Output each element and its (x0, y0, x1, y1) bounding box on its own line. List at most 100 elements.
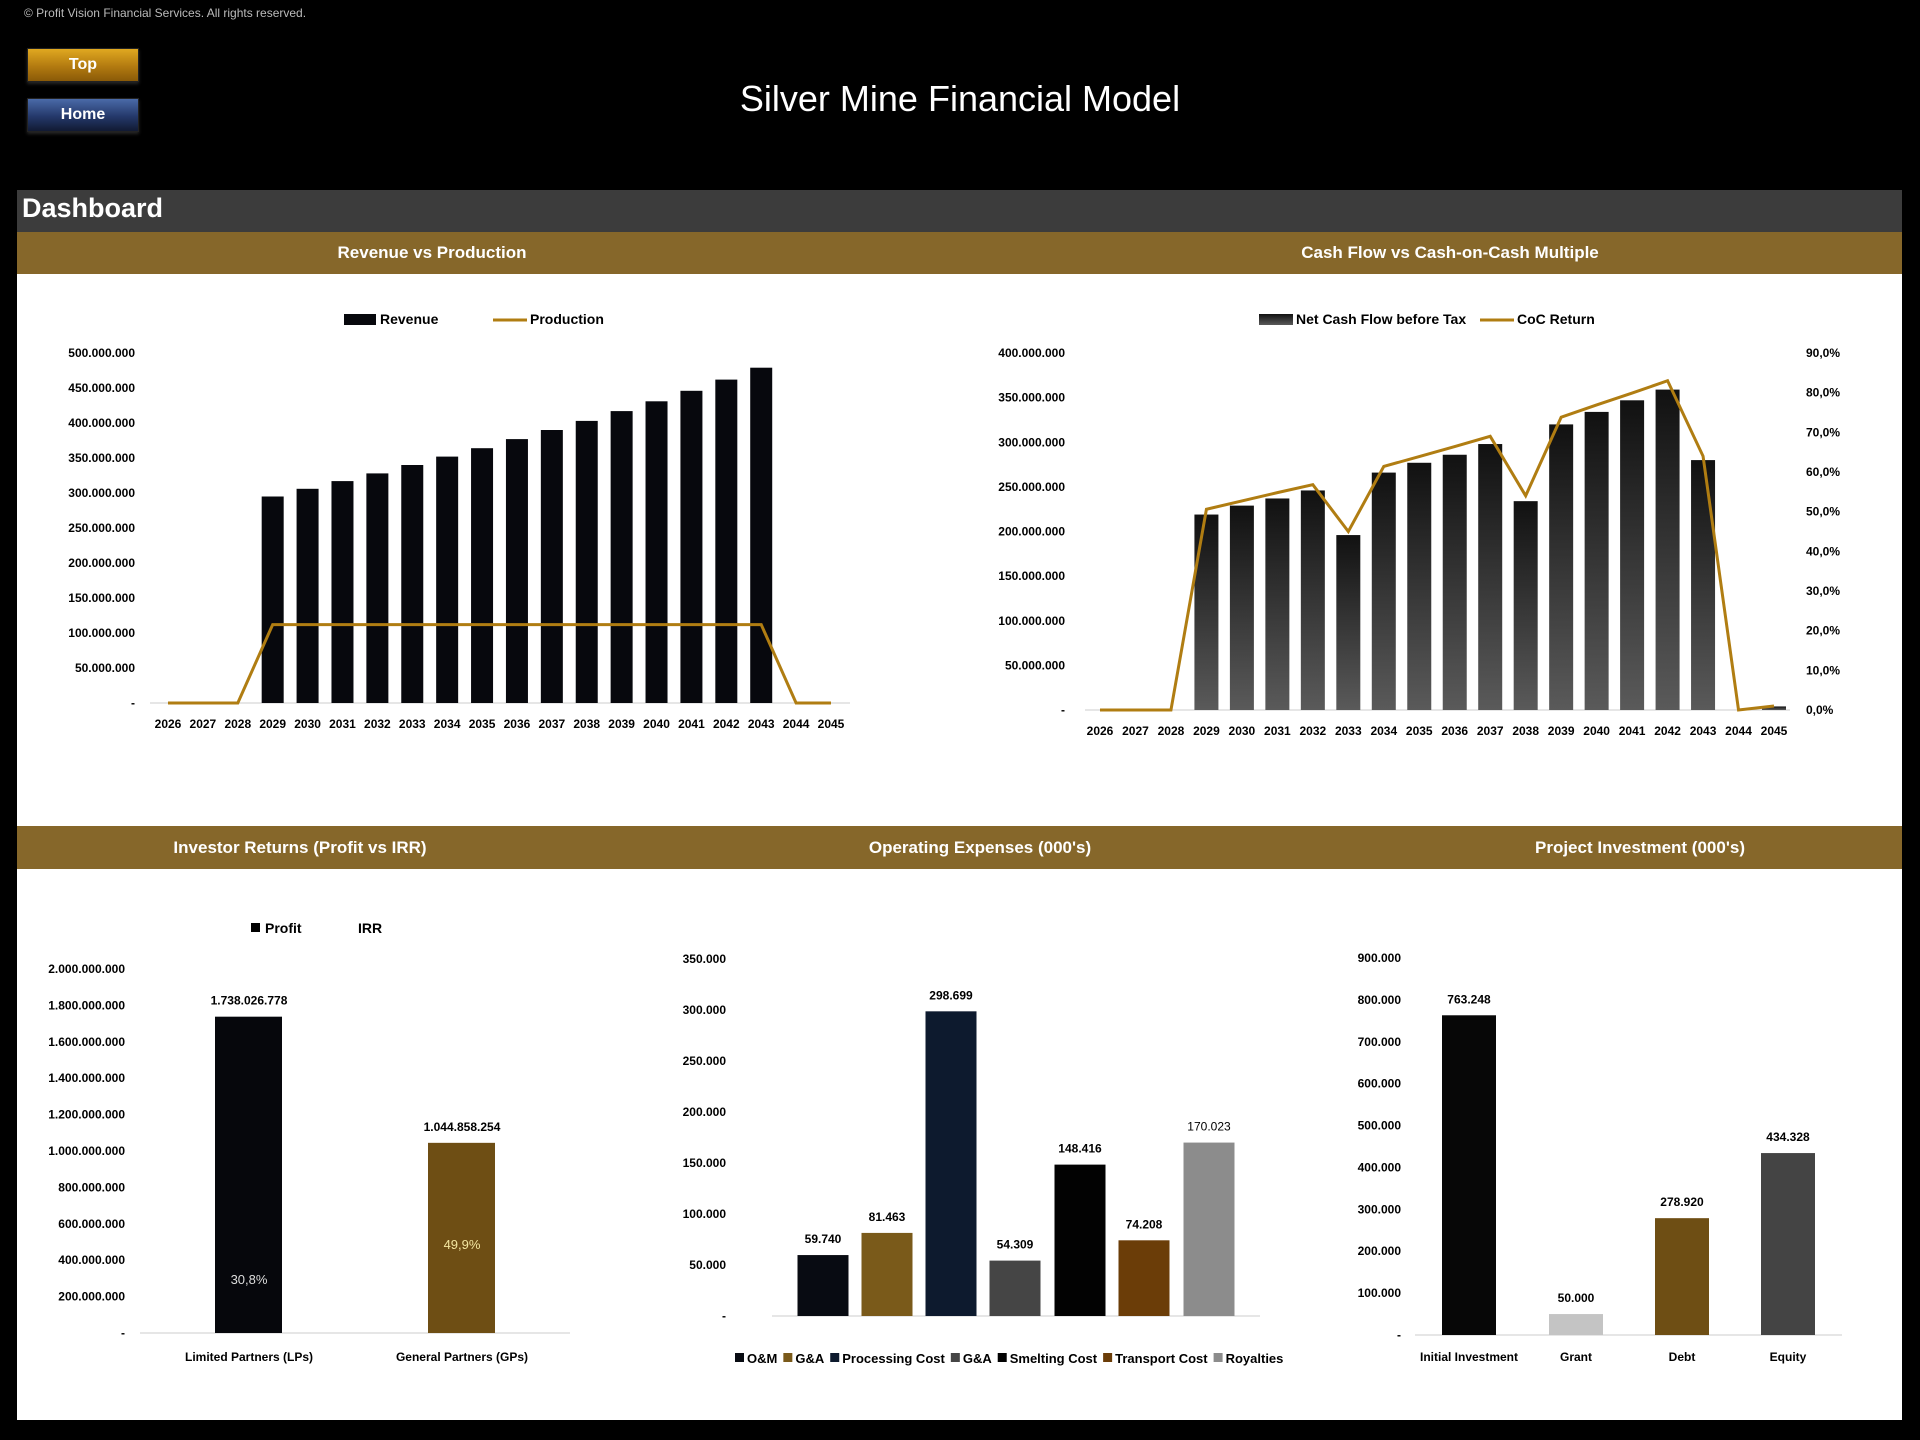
y-tick-label: 250.000 (683, 1054, 727, 1068)
cash-flow-bar (1691, 460, 1716, 710)
irr-value-label: 30,8% (231, 1272, 268, 1287)
y-tick-label: 350.000 (683, 952, 727, 966)
y-tick-label: 2.000.000.000 (48, 962, 125, 976)
legend-swatch-revenue (344, 314, 376, 325)
y-tick-label: 200.000.000 (68, 556, 135, 570)
coc-return-line (1100, 378, 1775, 712)
profit-value-label: 1.738.026.778 (211, 994, 288, 1008)
revenue-vs-production-chart: - 50.000.000 100.000.000 150.000.000 200.000… (68, 311, 850, 731)
x-tick-label: 2043 (748, 717, 775, 731)
top-button[interactable]: Top (27, 48, 139, 82)
x-tick-label: 2030 (1229, 724, 1256, 738)
project-investment-chart: - 100.000 200.000 300.000 400.000 500.000 600.… (1358, 951, 1842, 1364)
opex-bar (925, 1011, 977, 1316)
cash-flow-bar (1336, 535, 1361, 710)
cash-flow-bar (1478, 444, 1503, 710)
x-tick-label: 2033 (1335, 724, 1362, 738)
opex-bar (1183, 1142, 1235, 1316)
cash-flow-bar (1300, 490, 1325, 710)
legend-swatch (735, 1353, 744, 1362)
legend-swatch (783, 1353, 793, 1362)
y-tick-label: 100.000 (683, 1207, 727, 1221)
legend-swatch (830, 1353, 840, 1362)
cash-flow-bar (1442, 454, 1467, 710)
section-title-operating-expenses: Operating Expenses (000's) (868, 838, 1092, 857)
y-tick-label: 100.000.000 (998, 614, 1065, 628)
legend-label: G&A (963, 1351, 993, 1366)
profit-value-label: 1.044.858.254 (424, 1120, 501, 1134)
cash-flow-bar (1549, 424, 1574, 710)
y2-tick-label: 90,0% (1806, 346, 1840, 360)
x-tick-label: 2042 (713, 717, 740, 731)
x-tick-label: 2026 (155, 717, 182, 731)
cash-flow-bar (1265, 498, 1290, 710)
y2-tick-label: 10,0% (1806, 663, 1840, 677)
revenue-bar (331, 481, 354, 703)
section-header-bar-top (17, 232, 1902, 274)
x-tick-label: 2034 (434, 717, 461, 731)
y-tick-label: 300.000.000 (998, 435, 1065, 449)
y-tick-label: 50.000 (689, 1258, 726, 1272)
bar-value-label: 434.328 (1766, 1130, 1810, 1144)
cash-flow-bar (1513, 501, 1538, 710)
opex-bar (797, 1255, 849, 1316)
y-tick-label: 200.000 (683, 1105, 727, 1119)
copyright-notice: © Profit Vision Financial Services. All … (24, 6, 307, 20)
dashboard-header-bar (17, 190, 1902, 232)
y2-tick-label: 30,0% (1806, 584, 1840, 598)
legend-label-irr: IRR (358, 920, 382, 936)
y-tick-label: 300.000.000 (68, 486, 135, 500)
y2-tick-label: 50,0% (1806, 505, 1840, 519)
x-tick-label: Initial Investment (1420, 1350, 1518, 1364)
y2-tick-label: 40,0% (1806, 544, 1840, 558)
legend-label-profit: Profit (265, 920, 302, 936)
y-tick-label: 50.000.000 (1005, 658, 1065, 672)
section-header-bar-bottom (17, 826, 1902, 869)
bar-value-label: 763.248 (1447, 992, 1491, 1006)
x-tick-label: 2027 (1122, 724, 1149, 738)
x-tick-label: 2029 (1193, 724, 1220, 738)
x-tick-label: Equity (1770, 1350, 1807, 1364)
x-tick-label: 2036 (1441, 724, 1468, 738)
investment-bar (1655, 1218, 1709, 1335)
x-tick-label: 2041 (678, 717, 705, 731)
opex-bar (1118, 1240, 1170, 1316)
y-tick-label: 600.000.000 (58, 1217, 125, 1231)
y2-tick-label: 60,0% (1806, 465, 1840, 479)
legend-label-net-cash-flow: Net Cash Flow before Tax (1296, 311, 1466, 327)
legend-swatch-profit (251, 923, 260, 932)
legend-swatch (1213, 1353, 1223, 1362)
x-tick-label: 2037 (538, 717, 565, 731)
y-tick-label: 200.000 (1358, 1244, 1402, 1258)
bar-value-label: 148.416 (1058, 1142, 1102, 1156)
x-tick-label: 2031 (329, 717, 356, 731)
legend-swatch (1103, 1353, 1113, 1362)
home-button[interactable]: Home (27, 98, 139, 132)
y-tick-label: 1.600.000.000 (48, 1035, 125, 1049)
x-tick-label: Debt (1669, 1350, 1696, 1364)
cash-flow-bar (1194, 514, 1219, 710)
x-tick-label: 2027 (190, 717, 217, 731)
revenue-bar (540, 430, 563, 703)
x-tick-label: 2039 (1548, 724, 1575, 738)
x-tick-label: 2035 (1406, 724, 1433, 738)
x-tick-label: 2039 (608, 717, 635, 731)
x-tick-label: 2033 (399, 717, 426, 731)
x-tick-label: 2028 (1158, 724, 1185, 738)
y-tick-label: 50.000.000 (75, 661, 135, 675)
y-tick-label: 200.000.000 (998, 525, 1065, 539)
dashboard-title: Dashboard (22, 193, 164, 223)
y-tick-label: - (1397, 1328, 1401, 1342)
x-tick-label: 2042 (1654, 724, 1681, 738)
section-title-investor-returns: Investor Returns (Profit vs IRR) (173, 838, 427, 857)
investor-returns-chart: - 200.000.000 400.000.000 600.000.000 800.00… (48, 920, 570, 1364)
x-tick-label: Limited Partners (LPs) (185, 1350, 313, 1364)
x-tick-label: 2038 (1512, 724, 1539, 738)
revenue-bar (471, 448, 494, 703)
x-tick-label: 2044 (783, 717, 810, 731)
profit-bar (215, 1016, 282, 1333)
bar-value-label: 81.463 (869, 1210, 906, 1224)
x-tick-label: 2035 (469, 717, 496, 731)
cash-flow-bar (1620, 400, 1645, 710)
operating-expenses-chart: - 50.000 100.000 150.000 200.000 250.000 300.0… (683, 952, 1284, 1366)
